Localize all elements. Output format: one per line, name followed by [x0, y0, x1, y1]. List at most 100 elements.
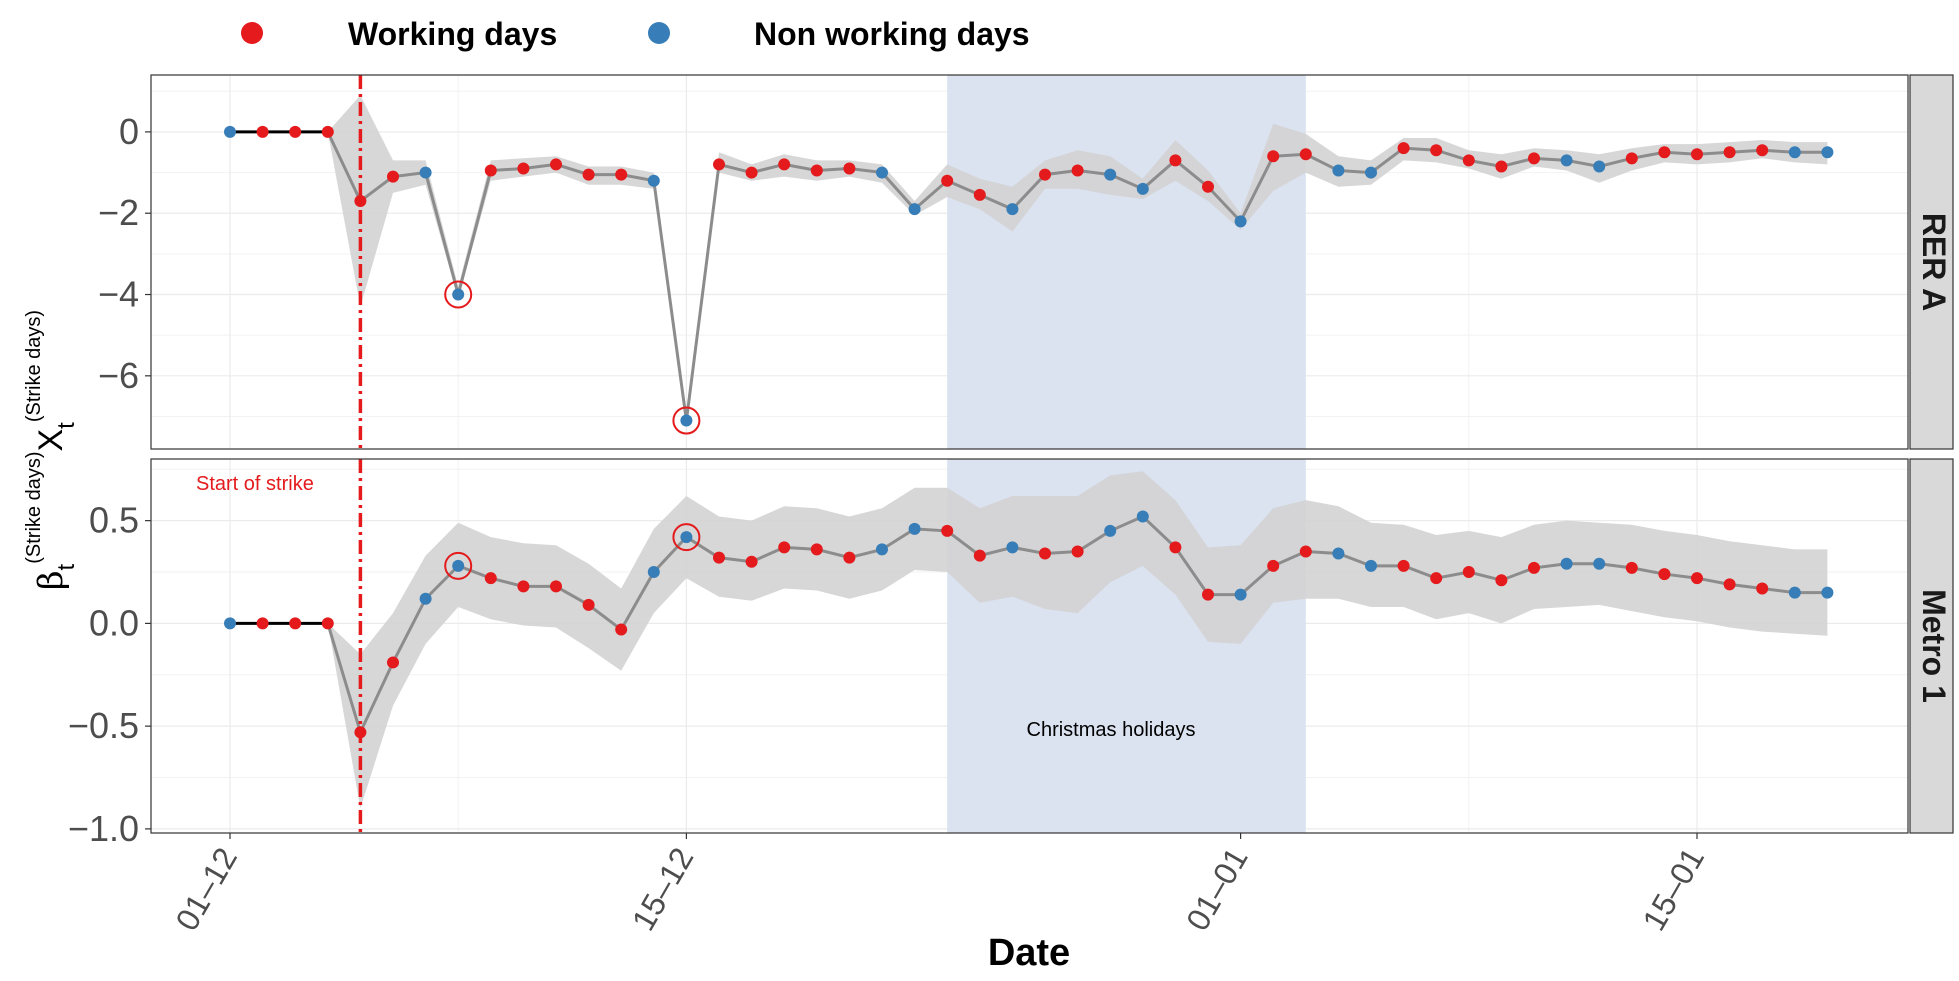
legend-label-non-working-days: Non working days	[754, 16, 1030, 52]
y-tick-label: 0.0	[89, 602, 139, 643]
data-point-28-12	[1104, 524, 1117, 537]
data-point-20-12	[843, 162, 856, 175]
holiday-annotation: Christmas holidays	[1027, 719, 1196, 741]
holiday-band	[947, 75, 1306, 449]
legend-marker-non-working-days	[648, 22, 670, 44]
highlight-circle	[444, 551, 473, 580]
data-point-15-01	[1691, 148, 1703, 161]
data-point-16-01	[1723, 146, 1736, 159]
data-point-02-12	[256, 617, 269, 630]
panel-border	[150, 74, 1909, 450]
data-point-06-01	[1397, 559, 1410, 572]
data-point-04-01	[1332, 547, 1345, 560]
x-axis: 01–12 15–12 01–01 15–01	[168, 833, 1711, 937]
data-point-31-12	[1202, 588, 1214, 601]
data-point-01-01	[1234, 588, 1247, 601]
y-tick-label: −2	[98, 192, 139, 233]
data-point-02-12	[256, 125, 269, 138]
x-tick-label: 01–12	[168, 842, 244, 937]
data-point-26-12	[1039, 547, 1051, 560]
data-point-21-12	[876, 543, 888, 556]
data-point-12-01	[1593, 557, 1606, 570]
data-point-18-12	[778, 158, 791, 171]
data-point-06-12	[387, 170, 399, 183]
y-title-beta-sub: t	[53, 563, 80, 570]
data-point-19-12	[810, 543, 823, 556]
panel-border	[150, 458, 1909, 834]
data-point-09-12	[484, 164, 497, 177]
data-point-01-12	[224, 617, 236, 630]
facet-strip	[1909, 458, 1954, 834]
legend-label-working-days: Working days	[348, 16, 557, 52]
data-point-04-01	[1332, 164, 1345, 177]
facet-label: RER A	[1916, 213, 1952, 311]
data-point-02-01	[1267, 559, 1280, 572]
data-point-27-12	[1071, 164, 1084, 177]
data-point-07-01	[1430, 572, 1443, 585]
data-point-11-01	[1560, 557, 1573, 570]
y-tick-label: −6	[98, 355, 139, 396]
data-point-07-12	[419, 592, 432, 605]
data-point-24-12	[973, 188, 986, 201]
highlight-circle	[672, 523, 701, 552]
data-point-17-12	[745, 166, 758, 179]
data-point-10-01	[1528, 561, 1540, 574]
x-tick-label: 01–01	[1179, 842, 1255, 937]
data-point-13-12	[615, 168, 628, 181]
data-point-11-01	[1560, 154, 1573, 167]
data-point-15-12	[680, 414, 693, 427]
data-point-11-12	[550, 580, 562, 593]
data-point-13-12	[615, 623, 628, 636]
data-point-04-12	[321, 125, 334, 138]
y-title-x-sup: (Strike days)	[23, 310, 45, 422]
data-point-02-01	[1267, 150, 1280, 163]
data-point-11-12	[550, 158, 562, 171]
data-point-16-12	[713, 551, 725, 564]
data-point-12-12	[582, 168, 595, 181]
data-point-30-12	[1169, 541, 1182, 554]
data-point-22-12	[908, 522, 921, 535]
data-point-26-12	[1039, 168, 1051, 181]
data-point-14-01	[1658, 568, 1671, 581]
x-axis-title: Date	[988, 932, 1070, 974]
panel-rer-a: 0 −2 −4 −6 RER A	[98, 74, 1954, 450]
x-tick-label: 15–12	[625, 842, 701, 937]
confidence-ribbon	[230, 95, 1828, 427]
data-point-05-12	[354, 195, 367, 208]
data-point-13-01	[1625, 561, 1638, 574]
data-point-19-12	[810, 164, 823, 177]
data-point-21-12	[876, 166, 888, 179]
data-point-17-01	[1756, 582, 1769, 595]
data-point-24-12	[973, 549, 986, 562]
data-point-07-01	[1430, 144, 1443, 157]
data-point-17-12	[745, 555, 758, 568]
data-point-05-01	[1365, 166, 1377, 179]
data-point-13-01	[1625, 152, 1638, 165]
confidence-ribbon	[230, 471, 1828, 809]
data-point-09-12	[484, 572, 497, 585]
data-point-18-12	[778, 541, 791, 554]
data-point-29-12	[1136, 182, 1149, 195]
data-point-04-12	[321, 617, 334, 630]
legend: Working days Non working days	[241, 16, 1030, 52]
data-point-14-01	[1658, 146, 1671, 159]
y-tick-label: 0.5	[89, 500, 139, 541]
data-point-14-12	[647, 566, 660, 579]
y-axis-title: βt(Strike days)Xt(Strike days)	[23, 310, 80, 590]
data-point-23-12	[941, 524, 954, 537]
data-point-31-12	[1202, 180, 1214, 193]
data-point-09-01	[1495, 160, 1508, 173]
data-point-08-01	[1462, 154, 1475, 167]
data-point-19-01	[1821, 146, 1834, 159]
data-point-14-12	[647, 174, 660, 187]
data-point-06-12	[387, 656, 399, 669]
data-point-10-01	[1528, 152, 1540, 165]
data-point-05-01	[1365, 559, 1377, 572]
data-point-16-12	[713, 158, 725, 171]
data-point-20-12	[843, 551, 856, 564]
data-point-09-01	[1495, 574, 1508, 587]
data-point-16-01	[1723, 578, 1736, 591]
data-point-01-01	[1234, 215, 1247, 228]
highlight-circle	[672, 406, 701, 435]
data-point-03-12	[289, 617, 302, 630]
